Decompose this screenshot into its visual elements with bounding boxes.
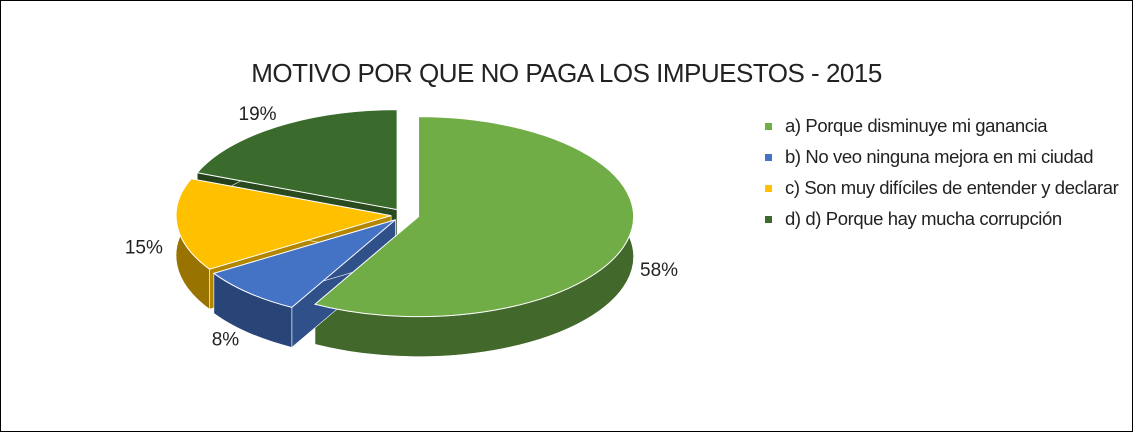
slice: [175, 178, 392, 270]
data-label: 58%: [640, 260, 678, 281]
legend-label: b) No veo ninguna mejora en mi ciudad: [785, 146, 1094, 167]
slice: [196, 109, 398, 211]
legend-label: c) Son muy difíciles de entender y decla…: [785, 177, 1119, 198]
data-label: 15%: [125, 238, 163, 259]
legend-item: d) d) Porque hay mucha corrupción: [765, 205, 1120, 232]
legend-swatch: [765, 185, 772, 192]
legend-swatch: [765, 154, 772, 161]
legend-swatch: [765, 123, 772, 130]
legend-item: b) No veo ninguna mejora en mi ciudad: [765, 143, 1120, 170]
chart-title: MOTIVO POR QUE NO PAGA LOS IMPUESTOS - 2…: [251, 58, 882, 88]
legend: a) Porque disminuye mi ganancia b) No veo…: [765, 112, 1120, 236]
legend-item: a) Porque disminuye mi ganancia: [765, 112, 1120, 139]
legend-item: c) Son muy difíciles de entender y decla…: [765, 174, 1120, 201]
slice: [313, 116, 635, 318]
slice: [212, 219, 396, 308]
legend-label: a) Porque disminuye mi ganancia: [785, 115, 1048, 136]
legend-swatch: [765, 216, 772, 223]
data-label: 8%: [212, 330, 240, 351]
legend-label: d) d) Porque hay mucha corrupción: [785, 208, 1062, 229]
data-label: 19%: [239, 104, 277, 125]
